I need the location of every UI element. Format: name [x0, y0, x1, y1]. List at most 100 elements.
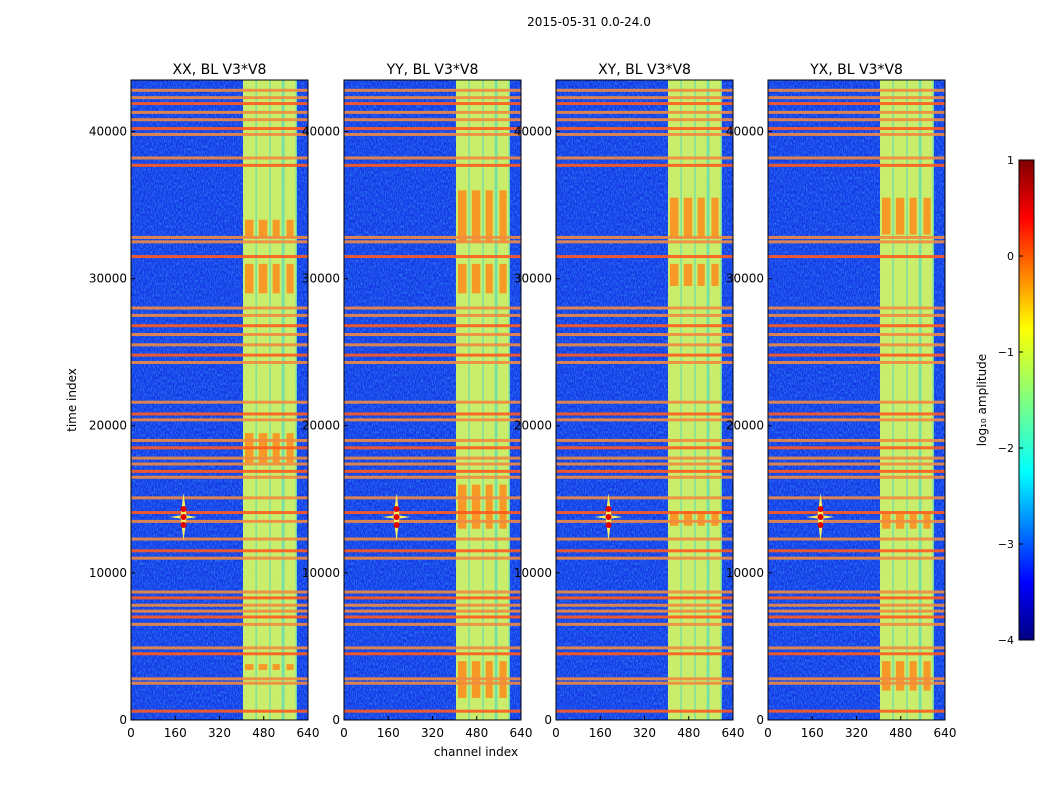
flagged-time-row [556, 511, 733, 515]
bright-channel-column [907, 80, 919, 720]
y-tick-label: 20000 [726, 419, 764, 433]
x-tick-label: 640 [722, 726, 745, 740]
flagged-time-row [131, 677, 308, 681]
flagged-time-row [768, 519, 945, 523]
flagged-time-row [131, 118, 308, 122]
flagged-time-row [131, 102, 308, 106]
flagged-time-row [344, 110, 521, 114]
suptitle: 2015-05-31 0.0-24.0 [527, 15, 651, 29]
flagged-time-row [344, 646, 521, 650]
x-tick-label: 160 [164, 726, 187, 740]
bright-channel-column [880, 80, 893, 720]
strong-signal-block [697, 263, 705, 286]
rfi-source-point [605, 521, 612, 528]
flagged-time-row [131, 646, 308, 650]
rfi-source-point [817, 505, 824, 512]
y-tick-label: 40000 [514, 124, 552, 138]
colorbar: 1 0 −1 −2 −3 −4 log₁₀ amplitude [975, 154, 1035, 647]
flagged-time-row [768, 418, 945, 422]
strong-signal-block [499, 190, 507, 242]
flagged-time-row [556, 556, 733, 560]
panel-title: YX, BL V3*V8 [809, 62, 903, 78]
flagged-time-row [556, 590, 733, 594]
flagged-time-row [344, 603, 521, 607]
rfi-source-point [180, 505, 187, 512]
strong-signal-block [258, 263, 268, 294]
flagged-time-row [768, 556, 945, 560]
rfi-source-point [180, 521, 187, 528]
flagged-time-row [768, 360, 945, 364]
strong-signal-block [286, 263, 294, 294]
flagged-time-row [131, 709, 308, 713]
bright-channel-column [243, 80, 256, 720]
flagged-time-row [344, 652, 521, 656]
panel-title: XX, BL V3*V8 [173, 62, 267, 78]
y-tick-label: 30000 [726, 272, 764, 286]
x-tick-label: 480 [252, 726, 275, 740]
flagged-time-row [344, 313, 521, 317]
flagged-time-row [556, 360, 733, 364]
flagged-time-row [131, 622, 308, 626]
flagged-time-row [344, 677, 521, 681]
colorbar-tick-label: −3 [998, 538, 1014, 551]
strong-signal-block [683, 197, 693, 238]
flagged-time-row [768, 118, 945, 122]
flagged-time-row [131, 462, 308, 466]
flagged-time-row [131, 456, 308, 460]
flagged-time-row [556, 333, 733, 337]
panel-1: XX, BL V3*V8 0 160 320 480 640 0 10000 20000 3000… [89, 62, 320, 740]
y-tick-label: 10000 [302, 566, 340, 580]
flagged-time-row [344, 681, 521, 685]
colorbar-tick-label: −2 [998, 442, 1014, 455]
flagged-time-row [768, 615, 945, 619]
flagged-time-row [131, 324, 308, 328]
colorbar-tick-label: 1 [1007, 154, 1014, 167]
panel-title: XY, BL V3*V8 [598, 62, 691, 78]
flagged-time-row [768, 438, 945, 442]
y-tick-label: 0 [119, 713, 127, 727]
flagged-time-row [768, 255, 945, 259]
flagged-time-row [344, 709, 521, 713]
flagged-time-row [131, 88, 308, 92]
flagged-time-row [556, 496, 733, 500]
flagged-time-row [344, 622, 521, 626]
flagged-time-row [344, 475, 521, 479]
flagged-time-row [131, 549, 308, 553]
strong-signal-block [272, 219, 280, 238]
colorbar-gradient [1018, 159, 1035, 641]
bright-channel-column [668, 80, 681, 720]
flagged-time-row [768, 511, 945, 515]
flagged-time-row [344, 333, 521, 337]
flagged-time-row [556, 609, 733, 613]
flagged-time-row [556, 400, 733, 404]
flagged-time-row [344, 438, 521, 442]
flagged-time-row [131, 475, 308, 479]
flagged-time-row [768, 306, 945, 310]
flagged-time-row [344, 418, 521, 422]
flagged-time-row [768, 400, 945, 404]
flagged-time-row [768, 353, 945, 357]
bright-channel-column [483, 80, 495, 720]
flagged-time-row [768, 412, 945, 416]
flagged-time-row [556, 343, 733, 347]
rfi-source-point [180, 513, 187, 520]
strong-signal-block [245, 219, 254, 238]
x-tick-label: 640 [934, 726, 957, 740]
flagged-time-row [556, 118, 733, 122]
flagged-time-row [556, 652, 733, 656]
colorbar-tick-label: −1 [998, 346, 1014, 359]
strong-signal-block [258, 664, 268, 670]
y-tick-label: 20000 [514, 419, 552, 433]
x-tick-label: 640 [297, 726, 320, 740]
flagged-time-row [344, 235, 521, 239]
flagged-time-row [131, 446, 308, 450]
panel-4: YX, BL V3*V8 0 160 320 480 640 0 10000 20000 3000… [726, 62, 957, 740]
y-tick-label: 0 [332, 713, 340, 727]
flagged-time-row [344, 127, 521, 131]
colorbar-tick-label: −4 [998, 634, 1014, 647]
x-tick-label: 160 [377, 726, 400, 740]
strong-signal-block [471, 263, 481, 294]
flagged-time-row [768, 652, 945, 656]
panel-title: YY, BL V3*V8 [386, 62, 479, 78]
flagged-time-row [344, 343, 521, 347]
